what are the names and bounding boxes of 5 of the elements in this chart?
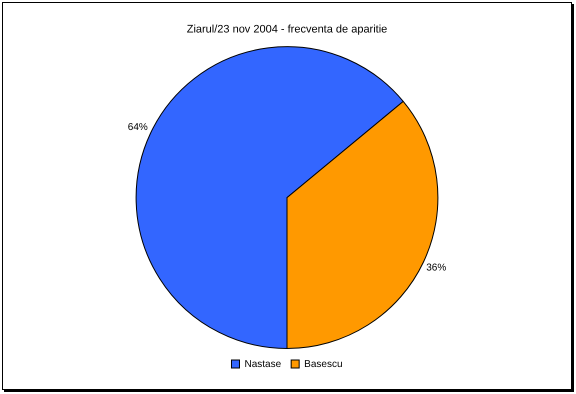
legend-label: Nastase	[244, 358, 282, 370]
data-label: 36%	[426, 262, 446, 274]
legend-label: Basescu	[304, 358, 343, 370]
chart-title: Ziarul/23 nov 2004 - frecventa de aparitie	[186, 24, 388, 36]
data-label: 64%	[128, 122, 148, 134]
